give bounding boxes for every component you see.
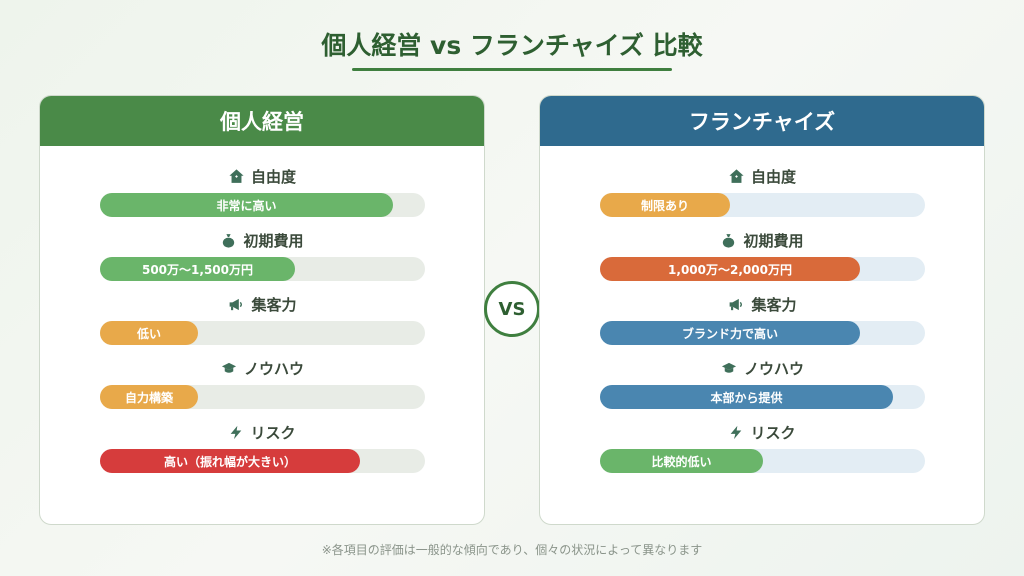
comparison-row: 集客力ブランド力で高い <box>540 294 984 350</box>
rating-bar: ブランド力で高い <box>600 321 860 345</box>
row-label-text: 自由度 <box>250 167 296 186</box>
independent-header: 個人経営 <box>40 96 484 146</box>
title-underline <box>352 68 672 71</box>
rating-track: 比較的低い <box>600 449 925 473</box>
rating-track: 1,000万〜2,000万円 <box>600 257 925 281</box>
rating-track: ブランド力で高い <box>600 321 925 345</box>
row-label-text: ノウハウ <box>243 359 304 378</box>
house-icon <box>728 168 751 185</box>
comparison-row: 自由度制限あり <box>540 166 984 222</box>
row-label-text: 初期費用 <box>243 231 304 250</box>
rating-track: 低い <box>100 321 425 345</box>
franchise-card: フランチャイズ 自由度制限あり 初期費用 1,000万〜2,000万円集客力ブランド… <box>539 95 985 525</box>
row-label-text: 集客力 <box>751 295 797 314</box>
franchise-header: フランチャイズ <box>540 96 984 146</box>
row-label: 自由度 <box>540 166 984 186</box>
megaphone-icon <box>227 296 251 313</box>
rating-bar: 比較的低い <box>600 449 763 473</box>
rating-bar: 1,000万〜2,000万円 <box>600 257 860 281</box>
rating-track: 本部から提供 <box>600 385 925 409</box>
rating-track: 自力構築 <box>100 385 425 409</box>
graduation-cap-icon <box>720 360 744 377</box>
row-label-text: 集客力 <box>251 295 297 314</box>
independent-card: 個人経営 自由度非常に高い初期費用 500万〜1,500万円集客力低いノウハウ自力… <box>39 95 485 525</box>
money-bag-icon <box>720 232 743 249</box>
rating-track: 500万〜1,500万円 <box>100 257 425 281</box>
row-label-text: 自由度 <box>750 167 796 186</box>
rating-bar: 自力構築 <box>100 385 198 409</box>
comparison-row: ノウハウ本部から提供 <box>540 358 984 414</box>
comparison-row: 初期費用 500万〜1,500万円 <box>40 230 484 286</box>
rating-bar: 500万〜1,500万円 <box>100 257 295 281</box>
row-label-text: 初期費用 <box>743 231 804 250</box>
row-label-text: リスク <box>250 423 296 442</box>
row-label: リスク <box>540 422 984 442</box>
rating-bar: 高い（振れ幅が大きい） <box>100 449 360 473</box>
row-label: ノウハウ <box>540 358 984 378</box>
money-bag-icon <box>220 232 243 249</box>
row-label: ノウハウ <box>40 358 484 378</box>
rating-track: 高い（振れ幅が大きい） <box>100 449 425 473</box>
comparison-row: 自由度非常に高い <box>40 166 484 222</box>
rating-bar: 非常に高い <box>100 193 393 217</box>
comparison-row: リスク高い（振れ幅が大きい） <box>40 422 484 478</box>
megaphone-icon <box>727 296 751 313</box>
comparison-row: リスク比較的低い <box>540 422 984 478</box>
row-label: 自由度 <box>40 166 484 186</box>
rating-track: 非常に高い <box>100 193 425 217</box>
lightning-icon <box>728 424 750 441</box>
row-label: 集客力 <box>540 294 984 314</box>
lightning-icon <box>228 424 250 441</box>
graduation-cap-icon <box>220 360 244 377</box>
comparison-row: 初期費用 1,000万〜2,000万円 <box>540 230 984 286</box>
row-label: リスク <box>40 422 484 442</box>
comparison-row: 集客力低い <box>40 294 484 350</box>
row-label: 初期費用 <box>540 230 984 250</box>
row-label-text: ノウハウ <box>743 359 804 378</box>
vs-badge: VS <box>484 281 540 337</box>
rating-bar: 低い <box>100 321 198 345</box>
row-label: 集客力 <box>40 294 484 314</box>
rating-bar: 制限あり <box>600 193 730 217</box>
row-label-text: リスク <box>750 423 796 442</box>
rating-bar: 本部から提供 <box>600 385 893 409</box>
page-title: 個人経営 vs フランチャイズ 比較 <box>321 31 703 60</box>
row-label: 初期費用 <box>40 230 484 250</box>
footnote: ※各項目の評価は一般的な傾向であり、個々の状況によって異なります <box>321 543 703 557</box>
house-icon <box>228 168 251 185</box>
rating-track: 制限あり <box>600 193 925 217</box>
comparison-row: ノウハウ自力構築 <box>40 358 484 414</box>
